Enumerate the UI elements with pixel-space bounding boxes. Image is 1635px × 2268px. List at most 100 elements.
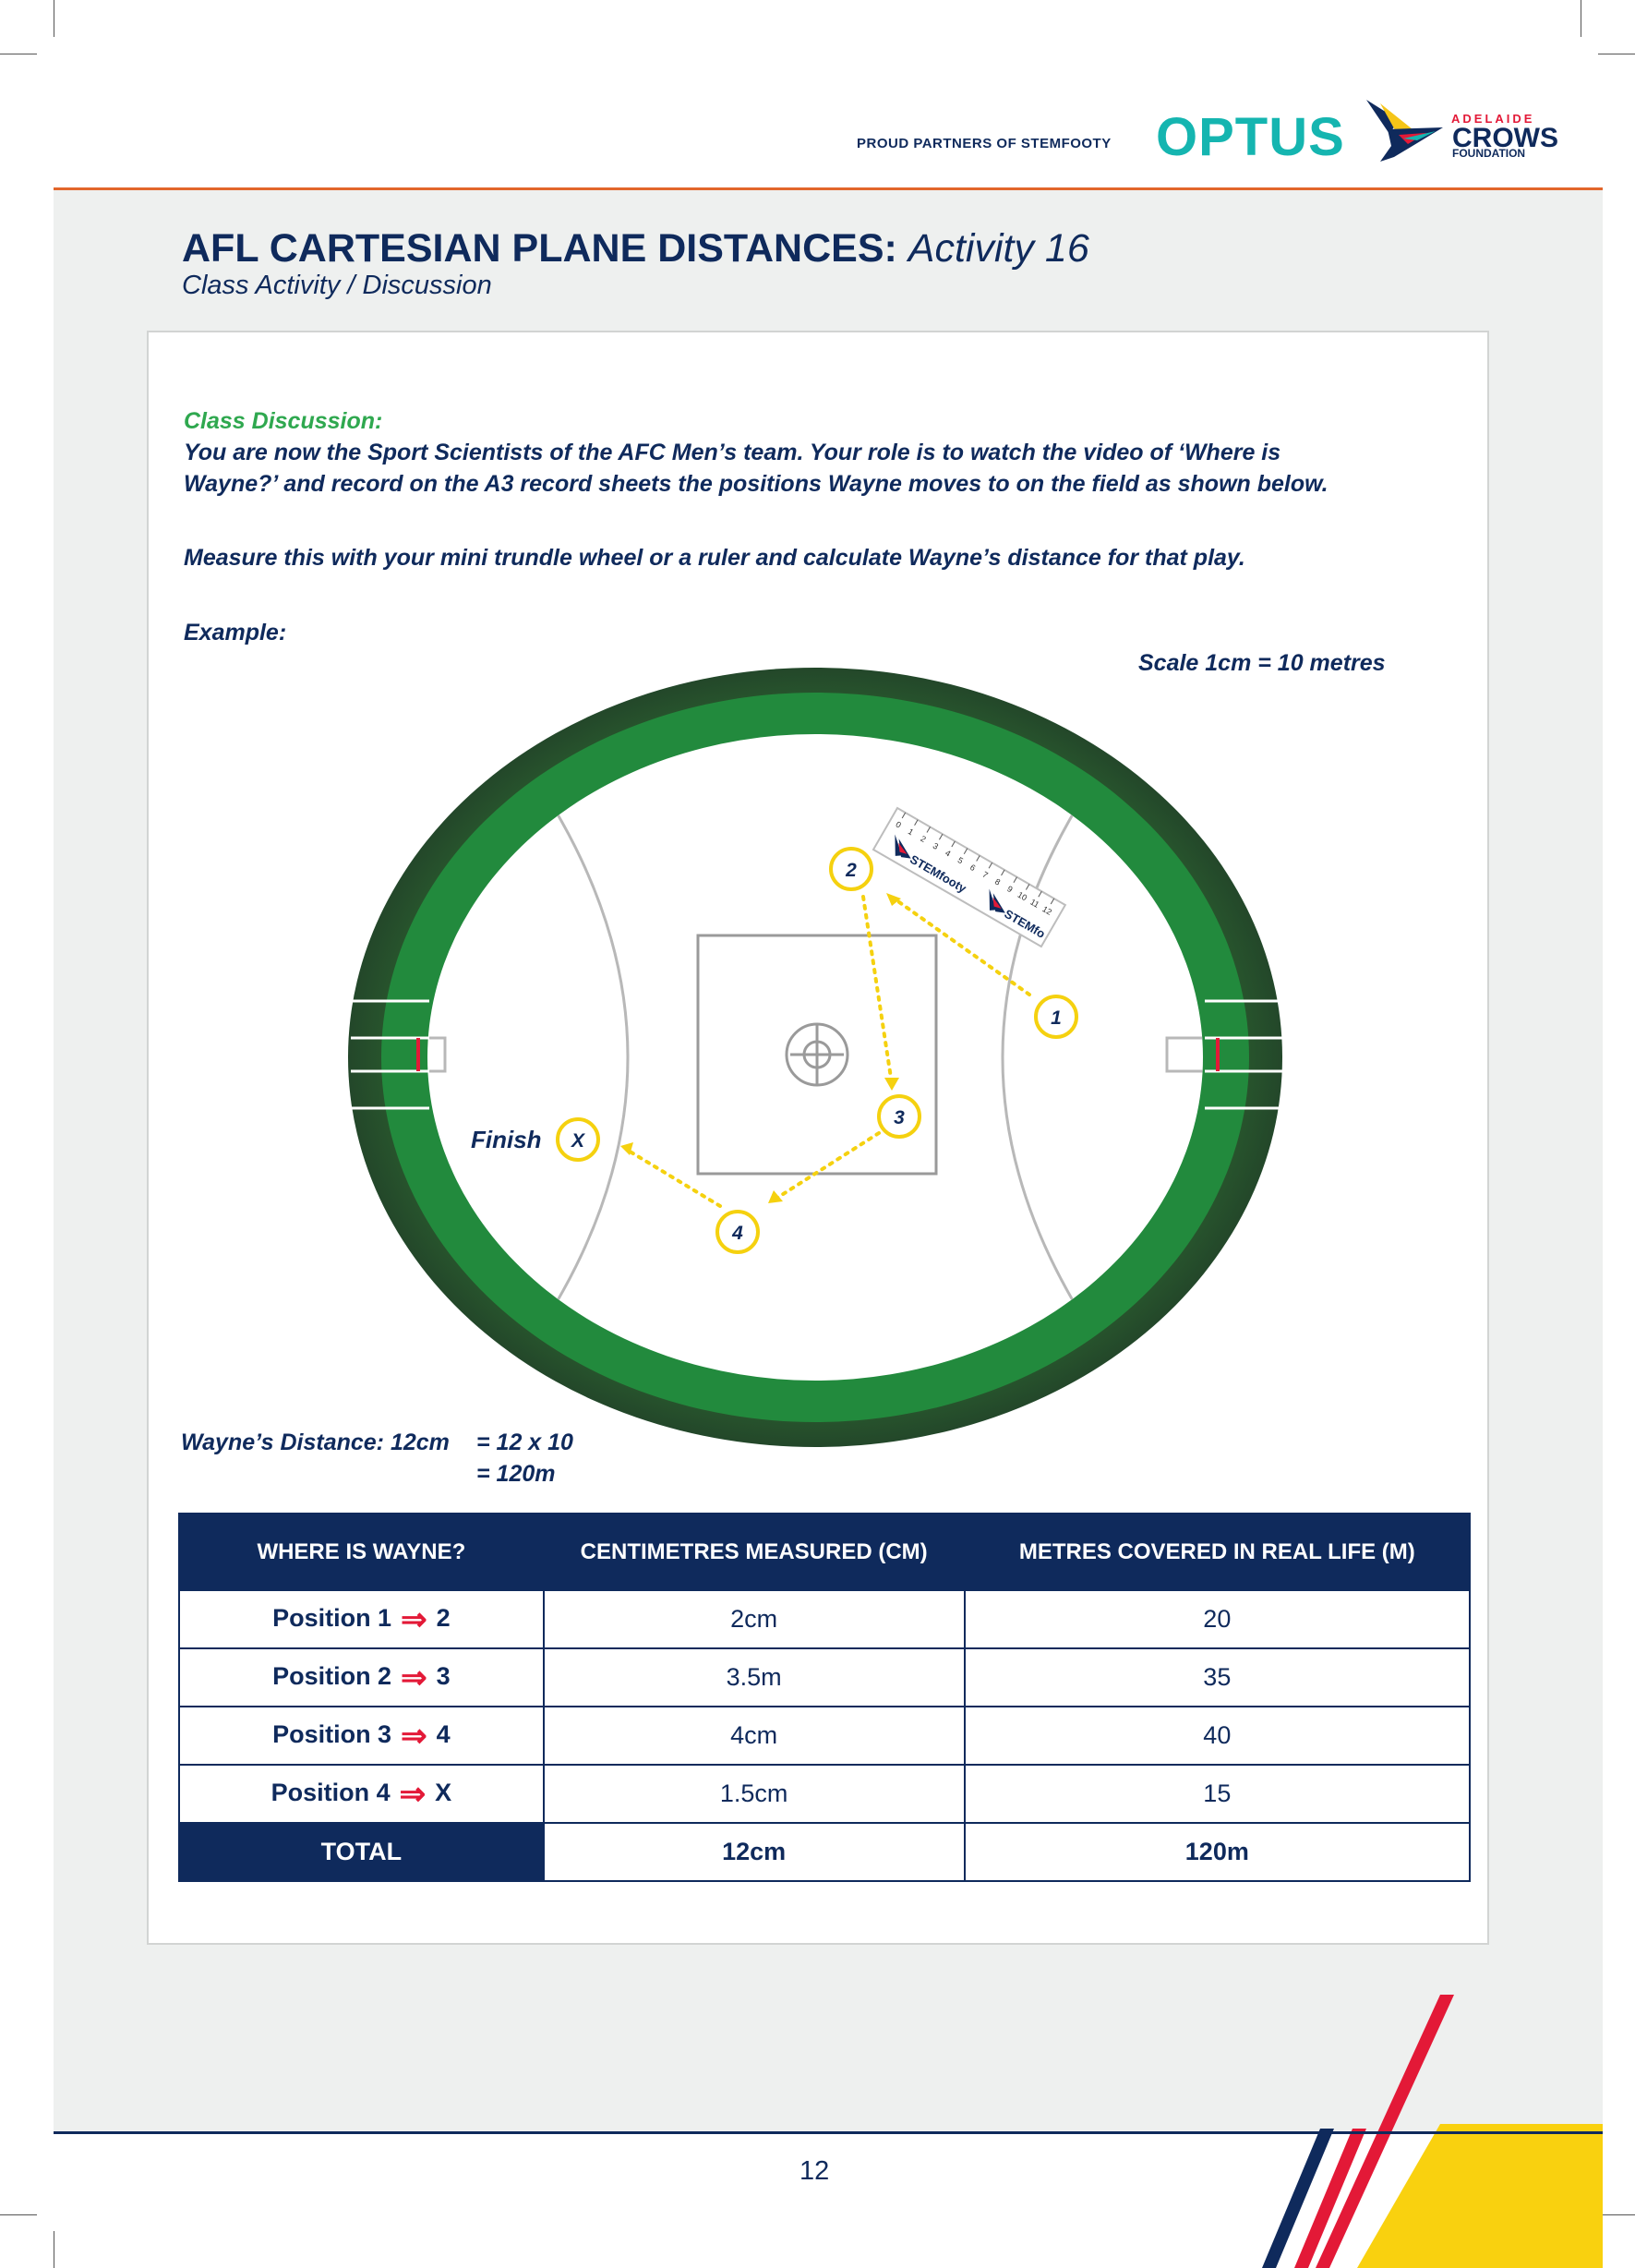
table-row: Position 1 ⇒ 2 2cm 20 <box>178 1589 1472 1649</box>
discussion-line2: Wayne?’ and record on the A3 record shee… <box>184 471 1328 497</box>
ruler-tick-label: 8 <box>993 876 1002 887</box>
ruler-tick <box>926 826 931 833</box>
footer-divider <box>54 2131 1603 2134</box>
path-3-to-4 <box>775 1131 881 1200</box>
ruler-tick <box>963 848 968 855</box>
distance-calc-2: = 120m <box>476 1461 556 1487</box>
cm-cell: 1.5cm <box>542 1764 966 1824</box>
ruler-tick-label: 9 <box>1005 884 1014 894</box>
distance-calc-1: = 12 x 10 <box>476 1430 573 1455</box>
scale-label: Scale 1cm = 10 metres <box>1138 650 1386 676</box>
distance-table: WHERE IS WAYNE? CENTIMETRES MEASURED (CM… <box>178 1513 1472 1882</box>
cm-cell: 2cm <box>542 1589 966 1649</box>
example-label: Example: <box>184 620 287 645</box>
m-cell: 35 <box>963 1647 1472 1707</box>
discussion-line1: You are now the Sport Scientists of the … <box>184 440 1281 465</box>
red-stripe <box>1294 2129 1366 2268</box>
ruler-tick-label: 12 <box>1040 904 1053 917</box>
marker-x <box>556 1117 600 1162</box>
optus-logo: OPTUS <box>1156 107 1345 167</box>
position-cell: Position 3 ⇒ 4 <box>178 1706 545 1766</box>
position-to: 2 <box>436 1603 451 1632</box>
ruler-tick-label: 1 <box>907 826 915 837</box>
discussion-heading: Class Discussion: <box>184 408 383 434</box>
ruler-tick-label: 3 <box>932 841 940 851</box>
ruler-tick <box>1025 884 1030 890</box>
crop-mark <box>0 2214 37 2215</box>
position-from: Position 3 <box>272 1719 392 1748</box>
yellow-stripe-block <box>1357 2124 1603 2268</box>
crows-logo-line3: FOUNDATION <box>1452 147 1526 160</box>
marker-3-label: 3 <box>894 1107 905 1128</box>
header-where: WHERE IS WAYNE? <box>178 1513 545 1591</box>
double-arrow-icon: ⇒ <box>401 1718 427 1754</box>
table-header-row: WHERE IS WAYNE? CENTIMETRES MEASURED (CM… <box>178 1513 1472 1591</box>
header-divider <box>54 187 1603 190</box>
ruler-tick-label: 7 <box>980 870 989 880</box>
ruler-tick-label: 2 <box>919 834 927 844</box>
position-from: Position 4 <box>270 1778 391 1806</box>
double-arrow-icon: ⇒ <box>399 1776 427 1812</box>
m-cell: 20 <box>963 1589 1472 1649</box>
position-from: Position 2 <box>272 1661 392 1690</box>
ruler-tick <box>1001 869 1005 876</box>
ruler-tick <box>1013 876 1017 884</box>
marker-4 <box>715 1210 760 1254</box>
ruler-tick-label: 0 <box>894 819 902 829</box>
cm-cell: 3.5m <box>542 1647 966 1707</box>
right-goal-square <box>1165 1036 1203 1073</box>
partners-text: PROUD PARTNERS OF STEMFOOTY <box>857 136 1112 151</box>
table-row: Position 2 ⇒ 3 3.5m 35 <box>178 1647 1472 1707</box>
crows-logo-line2: CROWS <box>1452 123 1558 153</box>
page-subtitle: Class Activity / Discussion <box>182 271 492 300</box>
ruler-tick <box>1050 898 1055 905</box>
table-row: Position 4 ⇒ X 1.5cm 15 <box>178 1764 1472 1824</box>
total-cm: 12cm <box>542 1822 966 1882</box>
cm-cell: 4cm <box>542 1706 966 1766</box>
ruler-tick <box>988 863 993 869</box>
ruler-tick-label: 10 <box>1016 890 1029 903</box>
marker-x-label: X <box>571 1130 586 1152</box>
position-from: Position 1 <box>272 1603 392 1632</box>
marker-4-label: 4 <box>731 1223 743 1244</box>
m-cell: 15 <box>963 1764 1472 1824</box>
marker-2 <box>829 847 873 891</box>
ruler-tick-label: 4 <box>944 848 952 858</box>
finish-label: Finish <box>471 1126 542 1153</box>
total-label: TOTAL <box>178 1822 545 1882</box>
path-1-to-2 <box>891 896 1031 996</box>
distance-label: Wayne’s Distance: 12cm <box>181 1430 450 1455</box>
ruler-tick <box>1038 891 1042 898</box>
marker-1-label: 1 <box>1051 1007 1062 1029</box>
ruler-tick <box>976 855 980 862</box>
ruler-tick-label: 5 <box>956 855 965 865</box>
double-arrow-icon: ⇒ <box>401 1659 427 1695</box>
title-activity: Activity 16 <box>908 226 1089 271</box>
ruler-tick <box>901 812 907 819</box>
ruler-tick-label: 11 <box>1028 898 1040 910</box>
ruler-tick-label: 6 <box>968 863 977 873</box>
table-total-row: TOTAL 12cm 120m <box>178 1822 1472 1882</box>
right-arc-line <box>1001 807 1078 1308</box>
position-cell: Position 1 ⇒ 2 <box>178 1589 545 1649</box>
crop-mark <box>1598 2214 1635 2215</box>
header-m: METRES COVERED IN REAL LIFE (M) <box>963 1513 1472 1591</box>
ruler-tick <box>914 819 919 826</box>
position-to: X <box>435 1778 452 1806</box>
field-playing-surface <box>427 734 1203 1381</box>
position-cell: Position 4 ⇒ X <box>178 1764 545 1824</box>
crow-bird-icon <box>1366 100 1443 162</box>
position-cell: Position 2 ⇒ 3 <box>178 1647 545 1707</box>
marker-2-label: 2 <box>845 860 857 881</box>
marker-1 <box>1034 995 1078 1039</box>
position-to: 4 <box>436 1719 451 1748</box>
header-cm: CENTIMETRES MEASURED (CM) <box>542 1513 966 1591</box>
m-cell: 40 <box>963 1706 1472 1766</box>
page-title: AFL CARTESIAN PLANE DISTANCES: Activity … <box>182 226 1089 271</box>
marker-3 <box>877 1094 921 1139</box>
table-row: Position 3 ⇒ 4 4cm 40 <box>178 1706 1472 1766</box>
path-2-to-3 <box>861 895 893 1080</box>
position-to: 3 <box>436 1661 451 1690</box>
